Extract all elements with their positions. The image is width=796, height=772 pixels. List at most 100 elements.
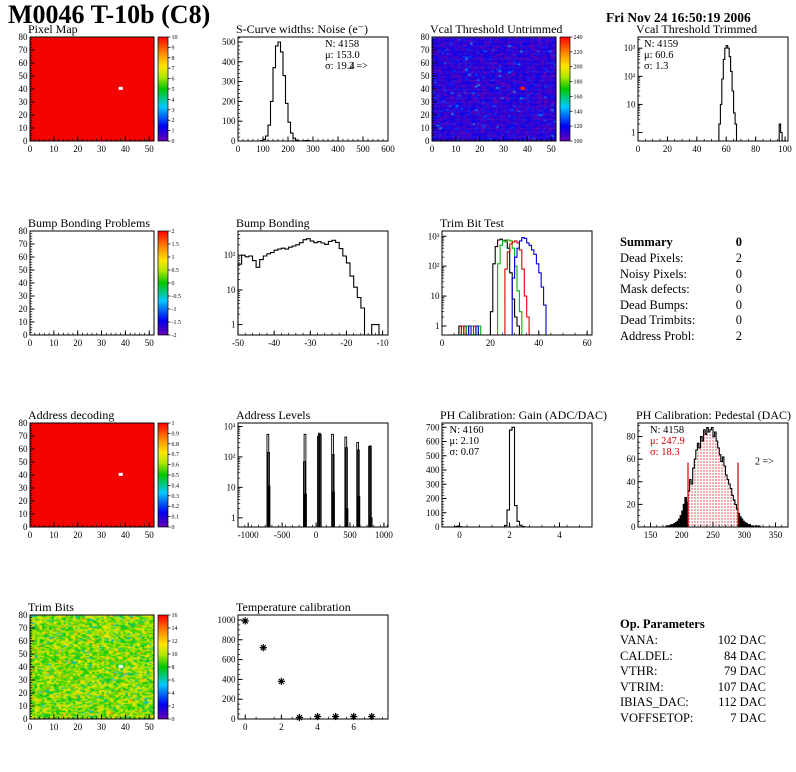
svg-text:400: 400 <box>426 465 440 475</box>
svg-text:50: 50 <box>547 144 557 154</box>
svg-text:0: 0 <box>425 136 430 146</box>
svg-text:0: 0 <box>23 136 28 146</box>
svg-text:20: 20 <box>627 499 637 509</box>
svg-text:0.2: 0.2 <box>172 504 180 510</box>
summary-label: Dead Trimbits: <box>620 313 696 327</box>
svg-text:5: 5 <box>172 87 175 93</box>
svg-text:300: 300 <box>222 77 236 87</box>
svg-text:10: 10 <box>19 701 29 711</box>
svg-text:0: 0 <box>28 530 33 540</box>
op-param-label: VTRIM: <box>620 679 664 694</box>
svg-text:70: 70 <box>19 623 29 633</box>
plot-title: Address Levels <box>236 408 311 422</box>
svg-text:2: 2 <box>172 229 175 235</box>
svg-text:30: 30 <box>97 338 107 348</box>
svg-text:0: 0 <box>23 714 28 724</box>
svg-text:60: 60 <box>627 454 637 464</box>
svg-text:80: 80 <box>751 144 761 154</box>
svg-text:10: 10 <box>19 317 29 327</box>
svg-text:50: 50 <box>145 530 155 540</box>
op-param-value: 84 DAC <box>723 648 766 663</box>
svg-text:6: 6 <box>172 678 175 684</box>
svg-text:10: 10 <box>431 291 441 301</box>
svg-text:10²: 10² <box>224 250 236 260</box>
svg-text:1.5: 1.5 <box>172 242 180 248</box>
svg-text:400: 400 <box>222 674 236 684</box>
svg-text:50: 50 <box>145 722 155 732</box>
summary-value: 0 <box>735 282 742 296</box>
svg-text:0.5: 0.5 <box>172 473 180 479</box>
svg-text:400: 400 <box>331 144 345 154</box>
svg-text:50: 50 <box>19 457 29 467</box>
svg-text:50: 50 <box>145 338 155 348</box>
svg-text:-20: -20 <box>340 338 352 348</box>
svg-text:300: 300 <box>306 144 320 154</box>
page-title: M0046 T-10b (C8) <box>8 0 211 29</box>
svg-text:0: 0 <box>631 522 636 532</box>
svg-text:1: 1 <box>231 320 236 330</box>
svg-text:0: 0 <box>231 136 236 146</box>
temp-calibration-chart: 0 2 4 6 0 200 400 600 800 1000 <box>218 614 389 732</box>
svg-text:60: 60 <box>19 252 29 262</box>
op-param-value: 112 DAC <box>718 695 766 709</box>
op-param-label: VOFFSETOP: <box>620 710 694 725</box>
svg-text:20: 20 <box>19 688 29 698</box>
svg-text:4: 4 <box>172 691 175 697</box>
svg-text:80: 80 <box>19 419 29 428</box>
svg-text:20: 20 <box>19 304 29 314</box>
svg-text:0.3: 0.3 <box>172 494 180 500</box>
svg-text:10²: 10² <box>428 261 440 271</box>
svg-text:σ: 1.3: σ: 1.3 <box>644 61 668 72</box>
svg-text:0.6: 0.6 <box>172 463 180 469</box>
svg-text:180: 180 <box>574 80 583 86</box>
svg-text:2: 2 <box>172 704 175 710</box>
svg-text:10: 10 <box>451 144 461 154</box>
svg-text:50: 50 <box>421 71 431 81</box>
svg-text:10: 10 <box>49 530 59 540</box>
svg-text:-30: -30 <box>304 338 316 348</box>
plot-vcal-untrimmed: Vcal Threshold Untrimmed 100 120 140 160 180… <box>408 22 608 182</box>
svg-text:300: 300 <box>738 530 752 540</box>
svg-text:140: 140 <box>574 109 583 115</box>
svg-text:10: 10 <box>227 482 237 492</box>
svg-text:8: 8 <box>172 665 175 671</box>
svg-text:80: 80 <box>421 33 431 42</box>
svg-text:10: 10 <box>627 99 637 109</box>
svg-text:N: 4158: N: 4158 <box>325 39 359 50</box>
plot-scurve-noise: S-Curve widths: Noise (e⁻) 0 100 200 300 400… <box>204 22 404 182</box>
trim-bits-chart: 0 2 4 6 8 10 12 14 16 0 10 20 30 40 50 0 10 20 30 40 50 60 70 8… <box>19 611 178 732</box>
svg-text:20: 20 <box>19 496 29 506</box>
svg-text:500: 500 <box>426 451 440 461</box>
summary-label: Noisy Pixels: <box>620 266 688 281</box>
svg-text:σ: 0.07: σ: 0.07 <box>450 447 480 458</box>
svg-text:30: 30 <box>19 675 29 685</box>
pixel-map-chart: 0 1 2 3 4 5 6 7 8 9 10 0 10 20 30 40 50 0 10 20 30 40 50 60 70 80 <box>19 33 178 154</box>
svg-text:0: 0 <box>314 530 319 540</box>
svg-text:350: 350 <box>769 530 783 540</box>
svg-text:2: 2 <box>279 722 284 732</box>
address-decoding-chart: 00.10.20.30.40.50.60.70.80.910 10 20 30 40 50… <box>19 419 180 540</box>
svg-text:9: 9 <box>172 45 175 51</box>
svg-text:N: 4159: N: 4159 <box>644 39 678 50</box>
bump-bonding-chart: -50 -40 -30 -20 -10 1 10 10² <box>224 230 389 348</box>
summary-title: Summary <box>620 235 673 249</box>
svg-text:20: 20 <box>421 110 431 120</box>
svg-text:σ: 18.3: σ: 18.3 <box>650 447 680 458</box>
svg-text:20: 20 <box>475 144 485 154</box>
plot-title: Bump Bonding <box>236 216 310 230</box>
svg-text:1000: 1000 <box>375 530 394 540</box>
plot-pixel-map: Pixel Map 0 1 2 3 4 5 6 7 8 9 10 0 10 20 30 40 50 0 10 20 30… <box>6 22 206 182</box>
svg-text:60: 60 <box>19 444 29 454</box>
svg-text:4: 4 <box>557 530 562 540</box>
svg-text:80: 80 <box>19 227 29 236</box>
plot-title: PH Calibration: Gain (ADC/DAC) <box>440 408 607 422</box>
plot-vcal-trimmed: Vcal Threshold Trimmed 0 20 40 60 80 100 1 10 10… <box>604 22 796 182</box>
svg-text:1: 1 <box>172 129 175 135</box>
svg-text:10²: 10² <box>224 452 236 462</box>
svg-text:70: 70 <box>19 45 29 55</box>
svg-text:μ: 153.0: μ: 153.0 <box>325 50 360 61</box>
svg-text:200: 200 <box>222 96 236 106</box>
svg-text:20: 20 <box>486 338 496 348</box>
svg-text:70: 70 <box>421 45 431 55</box>
svg-text:600: 600 <box>222 655 236 665</box>
